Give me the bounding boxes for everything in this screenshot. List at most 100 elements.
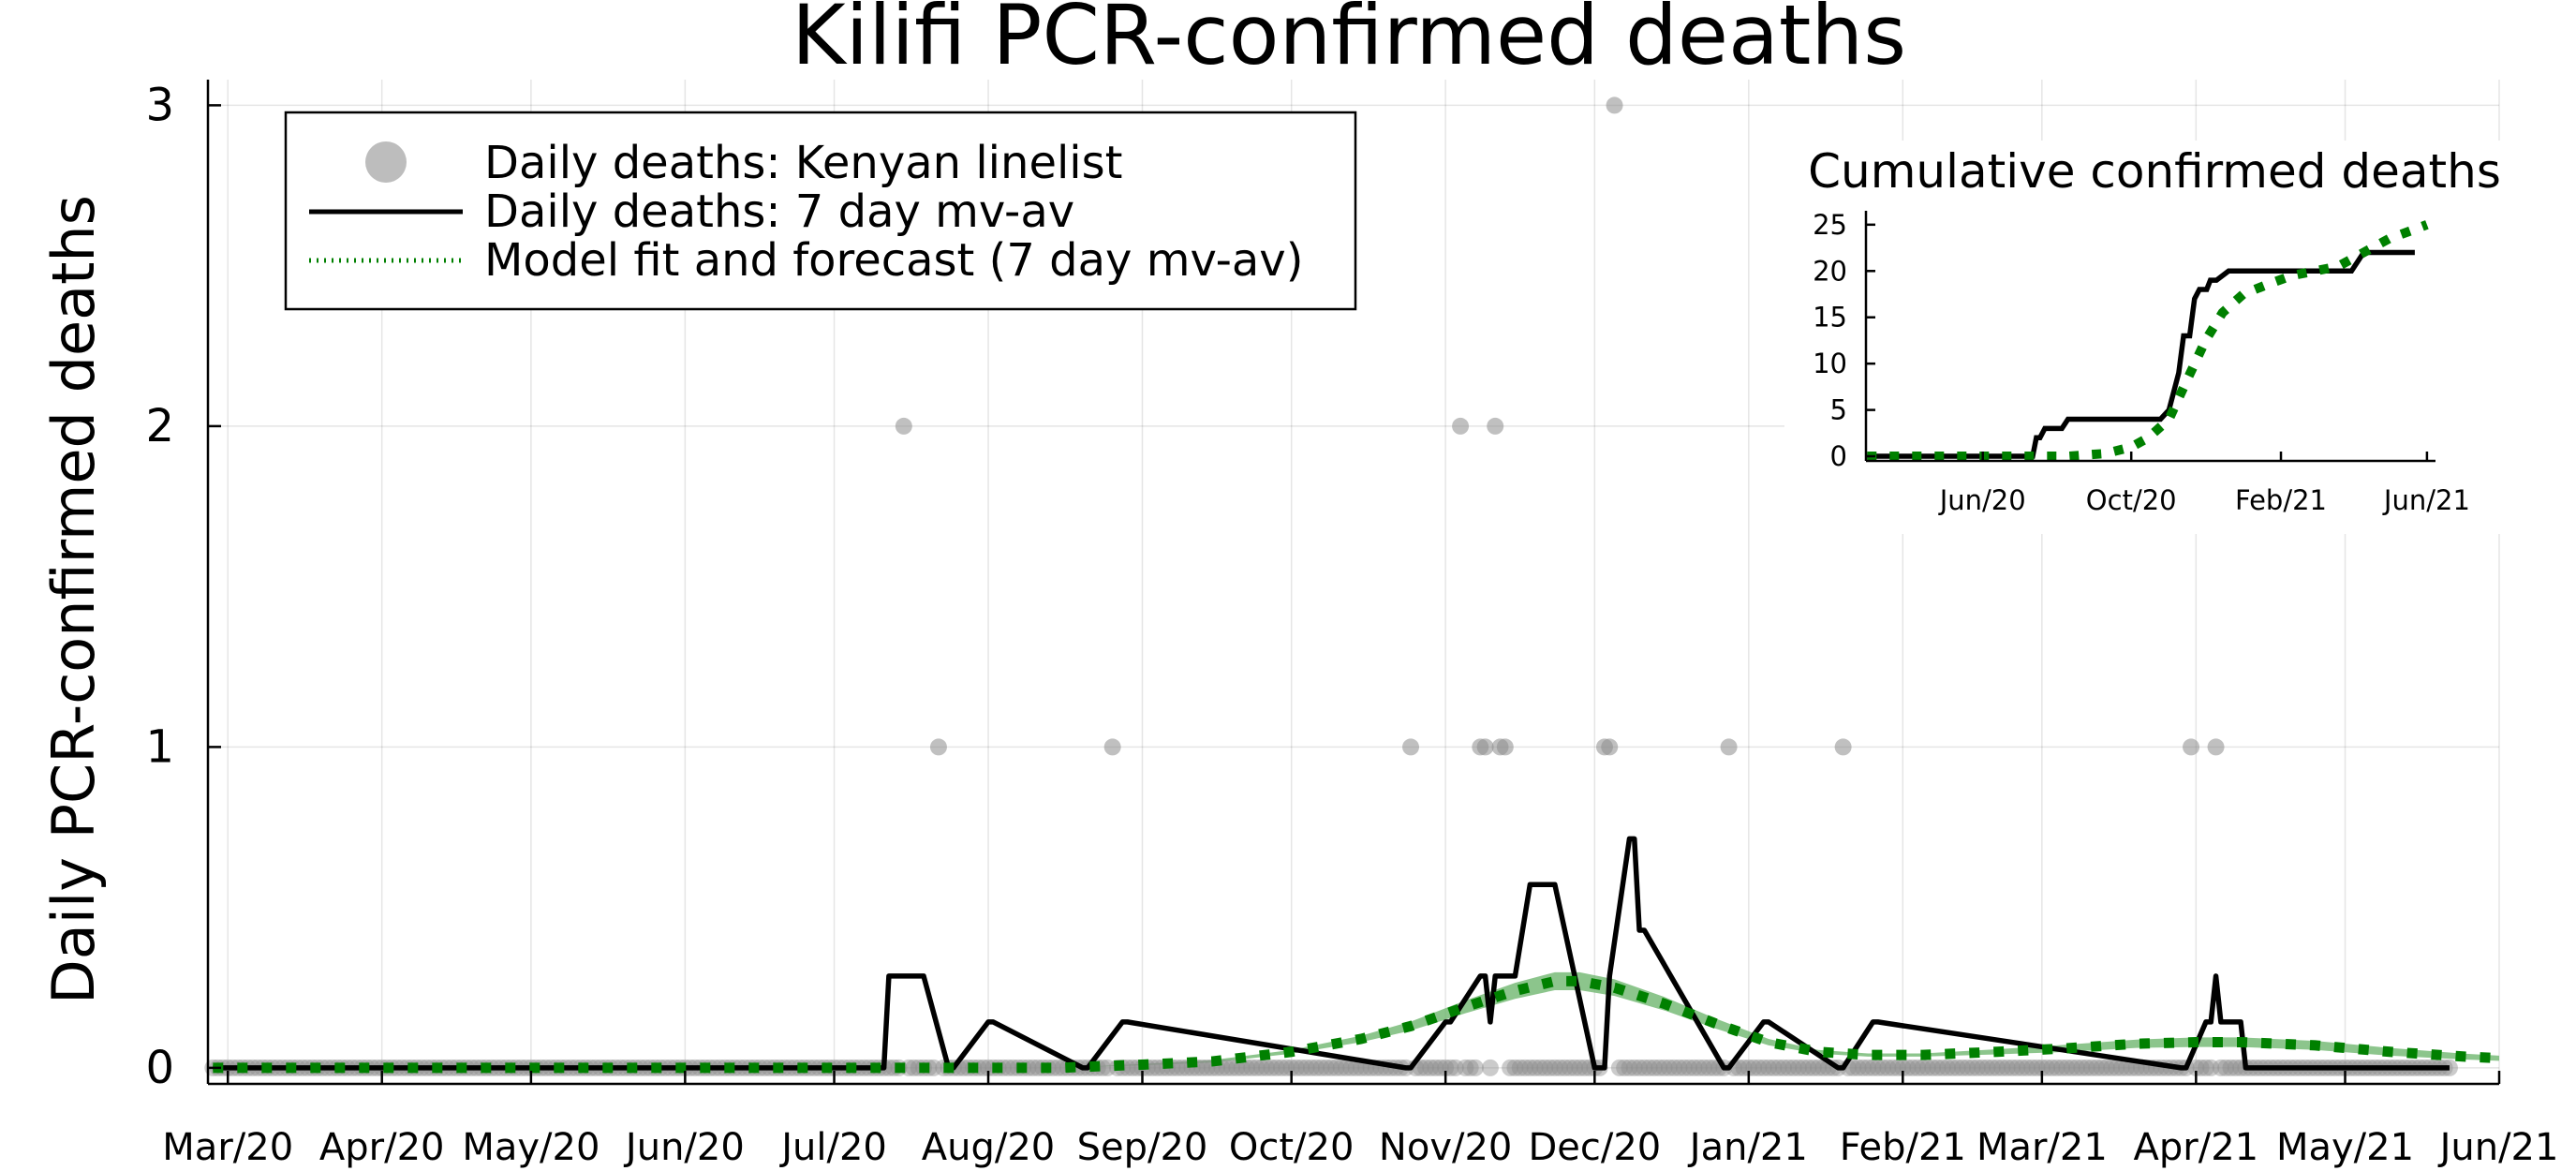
y-tick-label: 0 [145, 1042, 174, 1094]
scatter-point [2043, 1059, 2061, 1076]
x-tick-label: Nov/20 [1379, 1126, 1512, 1169]
scatter-point [1511, 1059, 1529, 1076]
scatter-point [1948, 1059, 1966, 1076]
scatter-point [1561, 1059, 1578, 1076]
scatter-point [1700, 1059, 1718, 1076]
scatter-point [1297, 1059, 1315, 1076]
scatter-point [999, 1059, 1017, 1076]
scatter-point [1173, 1059, 1191, 1076]
inset-chart: Cumulative confirmed deaths Jun/20 Oct/20… [1784, 141, 2524, 534]
x-tick-label: Mar/21 [1976, 1126, 2108, 1169]
legend-marker-scatter [365, 141, 407, 183]
scatter-point [1312, 1059, 1330, 1076]
scatter-point [1308, 1059, 1325, 1076]
scatter-point [1810, 1059, 1828, 1076]
scatter-point [1903, 1059, 1921, 1076]
scatter-point [1989, 1059, 2006, 1076]
scatter-point [1933, 1059, 1951, 1076]
scatter-point [1780, 1059, 1798, 1076]
scatter-point [1237, 1059, 1255, 1076]
scatter-point [2008, 1059, 2026, 1076]
scatter-point [1466, 1059, 1484, 1076]
scatter-point [1784, 1059, 1802, 1076]
scatter-point [1416, 1059, 1434, 1076]
scatter-point [1193, 1059, 1211, 1076]
scatter-point [1963, 1059, 1981, 1076]
scatter-point [1874, 1059, 1892, 1076]
scatter-point [1646, 1059, 1664, 1076]
inset-cumulative-line [1867, 249, 2415, 459]
x-tick-label: Jun/21 [2437, 1126, 2559, 1169]
y-tick-label: 1 [145, 720, 174, 773]
scatter-point [2217, 1059, 2235, 1076]
scatter-point [2197, 1059, 2214, 1076]
scatter-point [1233, 1059, 1251, 1076]
scatter-point [1974, 1059, 1991, 1076]
x-tick-label: Apr/20 [319, 1126, 445, 1169]
scatter-point [1789, 1059, 1807, 1076]
scatter-point [1765, 1059, 1783, 1076]
scatter-point [2058, 1059, 2076, 1076]
scatter-point [1625, 1059, 1643, 1076]
scatter-point [1754, 1059, 1772, 1076]
scatter-point [1621, 1059, 1638, 1076]
scatter-point [1049, 1059, 1067, 1076]
inset-background [1784, 141, 2524, 534]
scatter-point [1502, 1059, 1519, 1076]
scatter-point [2207, 738, 2225, 756]
scatter-point [2222, 1059, 2240, 1076]
inset-axes [1864, 211, 2435, 463]
scatter-point [2082, 1059, 2100, 1076]
inset-x-tick-label: Feb/21 [2235, 484, 2327, 516]
scatter-point [1521, 1059, 1539, 1076]
scatter-point [1481, 1059, 1499, 1076]
scatter-point [2088, 1059, 2106, 1076]
scatter-point [1705, 1059, 1723, 1076]
scatter-point [2123, 1059, 2140, 1076]
scatter-point [2097, 1059, 2115, 1076]
scatter-point [1894, 1059, 1912, 1076]
x-tick-label: Apr/21 [2134, 1126, 2259, 1169]
scatter-point [2112, 1059, 2130, 1076]
scatter-point [1929, 1059, 1947, 1076]
scatter-point [1660, 1059, 1678, 1076]
scatter-point [1099, 1059, 1117, 1076]
x-tick-label: Jan/21 [1687, 1126, 1808, 1169]
scatter-point [1983, 1059, 2001, 1076]
scatter-point [2108, 1059, 2125, 1076]
scatter-point [1556, 1059, 1574, 1076]
scatter-point [1317, 1059, 1335, 1076]
scatter-point [1924, 1059, 1942, 1076]
scatter-point [2023, 1059, 2041, 1076]
scatter-point [1769, 1059, 1787, 1076]
model-series [213, 975, 2500, 1074]
scatter-point [1666, 1059, 1683, 1076]
scatter-point [2187, 1059, 2205, 1076]
tick-labels: Mar/20 Apr/20 May/20 Jun/20 Jul/20 Aug/20 Sep/… [145, 79, 2558, 1169]
scatter-point [1655, 1059, 1673, 1076]
scatter-point [1795, 1059, 1813, 1076]
scatter-point [1258, 1059, 1276, 1076]
scatter-point [1243, 1059, 1261, 1076]
model-uncertainty-band [213, 971, 2499, 1068]
scatter-point [1631, 1059, 1649, 1076]
scatter-point [1566, 1059, 1584, 1076]
x-tick-label: Jul/20 [778, 1126, 887, 1169]
scatter-point [2183, 738, 2200, 756]
scatter-point [1640, 1059, 1658, 1076]
scatter-point [2033, 1059, 2050, 1076]
x-tick-label: Dec/20 [1528, 1126, 1661, 1169]
scatter-point [1909, 1059, 1927, 1076]
scatter-point [2078, 1059, 2095, 1076]
scatter-point [1422, 1059, 1440, 1076]
scatter-point [2103, 1059, 2121, 1076]
scatter-point [1953, 1059, 1971, 1076]
scatter-point [1675, 1059, 1693, 1076]
axes [206, 80, 2501, 1086]
scatter-point [1546, 1059, 1563, 1076]
scatter-point [2227, 1059, 2244, 1076]
y-axis-label: Daily PCR-confirmed deaths [39, 195, 108, 1004]
scatter-point [1332, 1059, 1350, 1076]
inset-y-tick-label: 20 [1813, 255, 1847, 287]
scatter-point [1437, 1059, 1455, 1076]
